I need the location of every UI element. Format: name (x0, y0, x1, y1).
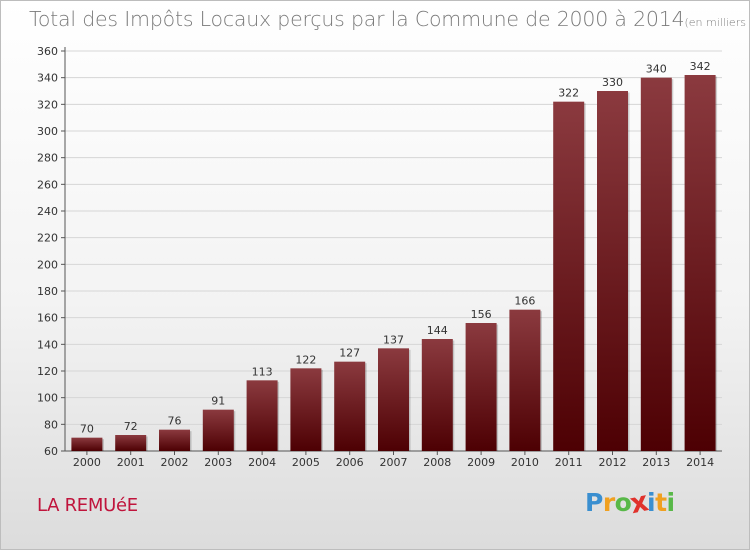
y-tick-label: 200 (37, 258, 58, 271)
x-tick-label: 2008 (423, 456, 451, 469)
bar-2008 (421, 339, 453, 451)
x-tick-label: 2014 (686, 456, 714, 469)
bar-2005 (290, 368, 322, 451)
y-tick-label: 160 (37, 312, 58, 325)
logo-letter: t (655, 488, 667, 517)
bar-value-label: 137 (383, 333, 404, 346)
y-tick-label: 300 (37, 125, 58, 138)
x-tick-label: 2002 (161, 456, 189, 469)
bar-2013 (640, 77, 672, 452)
x-tick-label: 2005 (292, 456, 320, 469)
bar-2004 (246, 380, 278, 451)
y-tick-label: 340 (37, 72, 58, 85)
bar-value-label: 322 (558, 87, 579, 100)
y-tick-label: 120 (37, 365, 58, 378)
bar-value-label: 72 (124, 420, 138, 433)
x-tick-label: 2003 (204, 456, 232, 469)
y-tick-label: 260 (37, 178, 58, 191)
y-tick-label: 320 (37, 98, 58, 111)
bar-2000 (71, 437, 103, 451)
bar-2010 (509, 309, 541, 451)
x-tick-label: 2013 (642, 456, 670, 469)
bar-value-label: 122 (295, 353, 316, 366)
x-tick-label: 2006 (336, 456, 364, 469)
bar-2009 (465, 323, 497, 451)
y-tick-label: 240 (37, 205, 58, 218)
y-tick-label: 180 (37, 285, 58, 298)
bar-2003 (202, 409, 234, 451)
x-tick-label: 2011 (555, 456, 583, 469)
commune-name: LA REMUéE (37, 495, 138, 516)
y-tick-label: 140 (37, 338, 58, 351)
y-tick-label: 360 (37, 45, 58, 58)
y-tick-label: 100 (37, 392, 58, 405)
bar-2014 (684, 75, 716, 451)
bar-2007 (378, 348, 409, 451)
bar-value-label: 340 (646, 63, 667, 76)
y-tick-label: 280 (37, 152, 58, 165)
bar-value-labels: 70 72 76 91 113 122 127 137 144 156 166 322 330 340 34… (80, 60, 711, 436)
y-tick-label: 220 (37, 232, 58, 245)
proxiti-logo: Proxiti (585, 485, 676, 520)
y-tick-label: 80 (44, 418, 58, 431)
bar-value-label: 156 (471, 308, 492, 321)
logo-letter: i (647, 488, 656, 517)
bar-value-label: 330 (602, 76, 623, 89)
bar-value-label: 166 (514, 295, 535, 308)
logo-letter: i (666, 488, 676, 517)
chart-title: Total des Impôts Locaux perçus par la Co… (29, 7, 750, 31)
bar-2001 (115, 435, 147, 451)
bar-2002 (159, 429, 190, 451)
x-tick-label: 2007 (380, 456, 408, 469)
x-tick-label: 2001 (117, 456, 145, 469)
bar-2006 (334, 361, 366, 451)
x-tick-label: 2009 (467, 456, 495, 469)
logo-letter: P (585, 488, 603, 517)
bar-value-label: 91 (211, 395, 225, 408)
x-tick-label: 2000 (73, 456, 101, 469)
chart-title-text: Total des Impôts Locaux perçus par la Co… (29, 7, 685, 31)
logo-letter: o (614, 488, 632, 517)
bar-value-label: 76 (168, 415, 182, 428)
bar-value-label: 342 (690, 60, 711, 73)
chart-unit-label: (en milliers d'€) (684, 16, 750, 29)
bar-value-label: 144 (427, 324, 448, 337)
bar-2012 (597, 91, 628, 451)
bars (71, 75, 718, 452)
bar-value-label: 113 (252, 365, 273, 378)
x-tick-label: 2012 (599, 456, 627, 469)
bar-value-label: 127 (339, 347, 360, 360)
y-tick-label: 60 (44, 445, 58, 458)
bar-value-label: 70 (80, 423, 94, 436)
bar-2011 (553, 101, 585, 452)
x-tick-label: 2004 (248, 456, 276, 469)
logo-letter: r (602, 488, 615, 517)
x-tick-label: 2010 (511, 456, 539, 469)
